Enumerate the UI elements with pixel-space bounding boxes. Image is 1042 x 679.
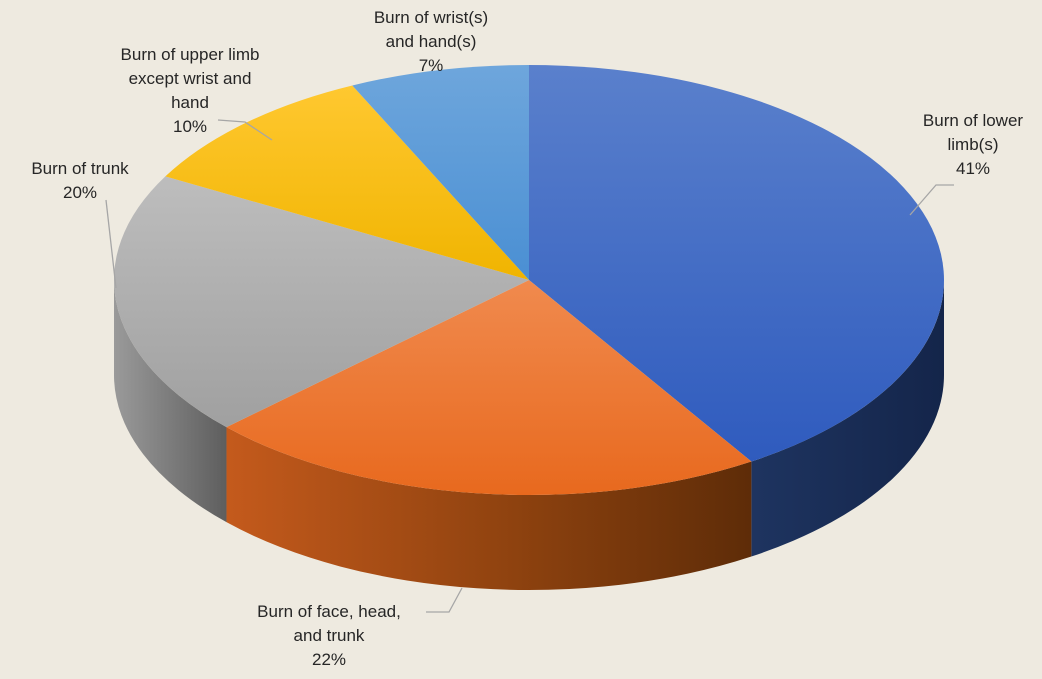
pie-sides <box>114 280 944 591</box>
leader-line-burn-of-trunk <box>105 199 117 289</box>
pie-slice-burn-of-face-head-and-trunk <box>226 280 752 496</box>
data-label-burn-of-lower-limb-s: Burn of lower limb(s) 41% <box>923 111 1023 178</box>
pie-side-burn-of-lower-limb-s <box>751 280 944 557</box>
pie-labels: Burn of lower limb(s) 41% Burn of face, hea… <box>31 8 1023 669</box>
pie-tops <box>113 65 945 496</box>
pie-side-burn-of-face-head-and-trunk <box>226 427 752 591</box>
pie-slice-burn-of-trunk <box>113 176 530 428</box>
pie-side-burn-of-trunk <box>114 280 227 523</box>
data-label-burn-of-trunk: Burn of trunk 20% <box>31 159 129 202</box>
data-label-burn-of-face-head-and-trunk: Burn of face, head, and trunk 22% <box>257 602 401 669</box>
data-label-burn-of-upper-limb-except-wrist-and-hand: Burn of upper limb except wrist and hand 10… <box>121 45 260 136</box>
leader-line-burn-of-lower-limb-s <box>909 184 954 216</box>
leader-line-burn-of-face-head-and-trunk <box>426 587 463 613</box>
pie-slice-burn-of-upper-limb-except-wrist-and-hand <box>165 85 529 281</box>
leader-line-burn-of-upper-limb-except-wrist-and-hand <box>217 119 273 141</box>
pie-slice-burn-of-wrist-s-and-hand-s <box>352 65 529 280</box>
data-label-burn-of-wrist-s-and-hand-s: Burn of wrist(s) and hand(s) 7% <box>374 8 488 75</box>
pie-slice-burn-of-lower-limb-s <box>529 65 945 462</box>
